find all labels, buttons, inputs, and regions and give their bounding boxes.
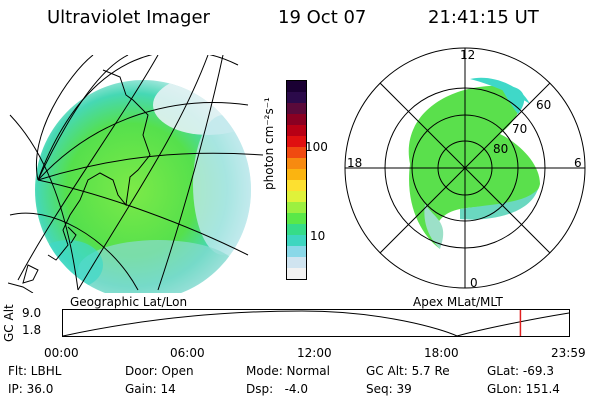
timeline-xtick-1800: 18:00: [424, 346, 459, 360]
polar-panel-label: Apex MLat/MLT: [413, 295, 503, 309]
colorbar-swatch-3: [287, 114, 306, 125]
polar-image-panel: 12 18 6 0 60 70 80: [344, 47, 586, 290]
aurora-oval: [408, 85, 540, 249]
mlt-label-18: 18: [347, 156, 362, 170]
gain-value: Gain: 14: [125, 382, 176, 396]
ip-value: IP: 36.0: [8, 382, 54, 396]
colorbar-swatch-16: [287, 257, 306, 268]
gc-alt-value: GC Alt: 5.7 Re: [366, 364, 450, 378]
door-status: Door: Open: [125, 364, 194, 378]
geographic-image-panel: [8, 55, 264, 293]
colorbar-swatch-12: [287, 213, 306, 224]
colorbar-swatch-14: [287, 235, 306, 246]
colorbar-swatch-11: [287, 202, 306, 213]
mlt-label-6: 6: [574, 156, 582, 170]
timeline-xtick-0000: 00:00: [44, 346, 79, 360]
mlat-label-80: 80: [493, 142, 508, 156]
mlt-label-0: 0: [470, 276, 478, 290]
dsp-value: Dsp: -4.0: [246, 382, 309, 396]
colorbar-swatch-6: [287, 147, 306, 158]
colorbar-unit-label: photon cm⁻²s⁻¹: [262, 97, 276, 190]
altitude-curve: [62, 310, 570, 337]
colorbar-swatch-7: [287, 158, 306, 169]
glon-value: GLon: 151.4: [487, 382, 560, 396]
colorbar-swatch-1: [287, 92, 306, 103]
timeline-xtick-2359: 23:59: [551, 346, 586, 360]
timeline-xtick-0600: 06:00: [170, 346, 205, 360]
filter-value: Flt: LBHL: [8, 364, 62, 378]
mlt-label-12: 12: [460, 48, 475, 62]
colorbar-swatch-4: [287, 125, 306, 136]
colorbar-swatch-9: [287, 180, 306, 191]
imager-title: Ultraviolet Imager: [47, 7, 210, 28]
timeline-xtick-1200: 12:00: [297, 346, 332, 360]
colorbar-swatch-17: [287, 268, 306, 279]
timeline-ytick-min: 1.8: [22, 323, 42, 337]
colorbar-swatch-2: [287, 103, 306, 114]
geographic-panel-label: Geographic Lat/Lon: [70, 295, 188, 309]
colorbar-swatch-15: [287, 246, 306, 257]
timeline-axis-label: GC Alt: [2, 304, 16, 342]
colorbar: [286, 80, 307, 280]
colorbar-swatch-0: [287, 81, 306, 92]
image-time: 21:41:15 UT: [428, 7, 539, 28]
colorbar-tick-10: 10: [310, 229, 326, 243]
colorbar-swatch-10: [287, 191, 306, 202]
timeline-ytick-max: 9.0: [22, 306, 42, 320]
colorbar-swatch-5: [287, 136, 306, 147]
colorbar-tick-100: 100: [305, 140, 328, 154]
timeline-frame: [62, 309, 570, 337]
mlat-label-60: 60: [536, 98, 551, 112]
sequence-value: Seq: 39: [366, 382, 412, 396]
glat-value: GLat: -69.3: [487, 364, 554, 378]
mode-value: Mode: Normal: [246, 364, 330, 378]
colorbar-swatch-8: [287, 169, 306, 180]
mlat-label-70: 70: [512, 122, 527, 136]
colorbar-swatch-13: [287, 224, 306, 235]
image-date: 19 Oct 07: [278, 7, 367, 28]
timeline-plot: [62, 309, 570, 337]
